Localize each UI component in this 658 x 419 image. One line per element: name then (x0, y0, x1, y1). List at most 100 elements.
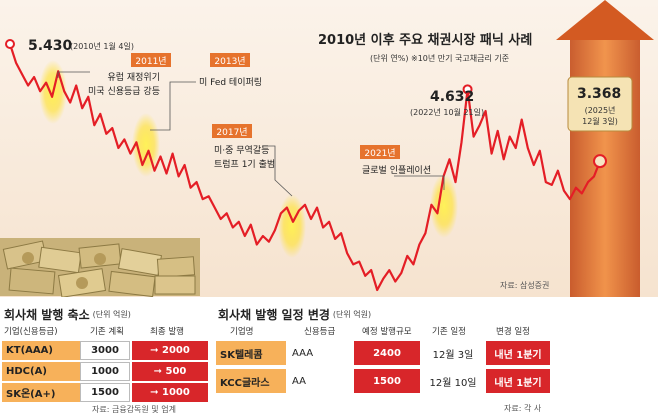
data-point (87, 96, 89, 98)
data-point (15, 62, 17, 64)
event-2011-year: 2011년 (135, 56, 166, 67)
data-point (196, 181, 198, 183)
data-point (147, 150, 150, 152)
event-2013-line1: 미 Fed 테이퍼링 (199, 76, 262, 88)
left-row-2-company: HDC(A) (2, 362, 82, 381)
data-point (117, 147, 119, 149)
data-point (202, 198, 204, 200)
chart-source: 자료: 삼성증권 (500, 280, 549, 290)
data-point (39, 90, 41, 92)
end-date-1: (2025년 (585, 105, 616, 115)
data-point (232, 226, 234, 229)
tables-section: 회사채 발행 축소 (단위 억원) 기업(신용등급) 기존 계획 최종 발행 K… (0, 297, 658, 419)
data-point (533, 164, 535, 166)
data-point (159, 155, 162, 158)
data-point (515, 147, 517, 149)
data-point (593, 175, 595, 177)
money-pile-image (0, 238, 200, 298)
data-point (587, 181, 589, 183)
data-point (45, 82, 47, 84)
left-row-3-final-wrap: ➞ 1000 (132, 383, 208, 402)
up-arrow-icon (556, 0, 654, 297)
data-points (9, 43, 601, 291)
right-table-unit: (단위 억원) (332, 310, 372, 319)
right-row-2-new: 내년 1분기 (486, 369, 550, 393)
data-point (298, 209, 300, 212)
chart-svg: 2010년 이후 주요 채권시장 패닉 사례 (단위 연%) ※10년 만기 국… (0, 0, 654, 298)
data-point (165, 172, 168, 175)
left-table-title-wrap: 회사채 발행 축소 (단위 억원) (4, 306, 131, 323)
event-2021-year: 2021년 (364, 148, 395, 159)
end-date-2: 12월 3일) (582, 116, 618, 126)
data-point (123, 138, 125, 141)
left-row-2-final-wrap: ➞ 500 (132, 362, 208, 381)
data-point (63, 90, 65, 92)
data-point (364, 275, 366, 277)
data-point (569, 198, 571, 200)
data-point (509, 136, 511, 138)
event-2017: 2017년 미·중 무역갈등 트럼프 1기 출범 (212, 124, 293, 197)
right-row-1-company: SK텔레콤 (216, 341, 288, 365)
data-point (370, 269, 372, 271)
data-point (177, 175, 180, 177)
arrow-icon: ➞ (153, 366, 166, 377)
data-point (75, 84, 77, 87)
left-table: 회사채 발행 축소 (단위 억원) 기업(신용등급) 기존 계획 최종 발행 K… (0, 297, 212, 419)
left-row-1-final: 2000 (162, 345, 190, 356)
data-point (51, 96, 53, 98)
data-point (316, 207, 318, 209)
left-row-2-plan: 1000 (80, 362, 130, 381)
data-point (238, 221, 240, 223)
data-point (412, 263, 414, 266)
highlight-2017 (278, 194, 306, 258)
start-value: 5.430 (28, 38, 73, 54)
data-point (135, 141, 138, 143)
marker-start (5, 39, 15, 49)
data-point (129, 153, 132, 155)
left-header-final: 최종 발행 (150, 327, 184, 337)
data-point (274, 229, 276, 231)
data-point (527, 147, 529, 149)
right-header-rating: 신용등급 (304, 327, 336, 337)
right-row-2-company: KCC글라스 (216, 369, 288, 393)
data-point (394, 280, 396, 283)
event-2021-line1: 글로벌 인플레이션 (362, 165, 431, 176)
data-point (346, 252, 348, 254)
left-row-1-plan: 3000 (80, 341, 130, 360)
event-2013-year: 2013년 (214, 56, 245, 67)
data-point (406, 255, 408, 257)
data-point (545, 181, 547, 183)
data-point (400, 272, 402, 274)
right-table: 회사채 발행 일정 변경 (단위 억원) 기업명 신용등급 예정 발행규모 기존… (214, 297, 658, 419)
right-table-source: 자료: 각 사 (504, 404, 542, 413)
right-header-old: 기존 일정 (432, 327, 466, 337)
data-point (268, 241, 270, 243)
data-point (171, 153, 174, 155)
data-point (521, 118, 523, 121)
event-2013: 2013년 미 Fed 테이퍼링 (150, 53, 262, 131)
data-point (304, 204, 306, 206)
start-date: (2010년 1월 4일) (70, 41, 134, 51)
arrow-icon: ➞ (150, 387, 163, 398)
data-point (33, 76, 35, 78)
event-2017-year: 2017년 (216, 127, 247, 138)
data-point (328, 221, 330, 223)
data-point (141, 164, 144, 166)
data-point (358, 260, 360, 263)
left-table-source: 자료: 금융감독원 및 업계 (92, 405, 176, 414)
data-point (460, 141, 463, 143)
data-point (153, 170, 156, 172)
data-point (21, 73, 23, 75)
event-2021: 2021년 글로벌 인플레이션 (360, 145, 445, 190)
left-header-company: 기업(신용등급) (4, 327, 58, 337)
data-point (334, 238, 336, 240)
data-point (448, 158, 451, 160)
right-row-1-new: 내년 1분기 (486, 341, 550, 365)
highlight-2013 (132, 113, 160, 177)
right-row-1-size: 2400 (354, 341, 420, 365)
event-2011-line1: 유럽 재정위기 (107, 72, 160, 83)
end-value: 3.368 (577, 86, 621, 102)
data-point (69, 101, 71, 104)
chart-area: 2010년 이후 주요 채권시장 패닉 사례 (단위 연%) ※10년 만기 국… (0, 0, 658, 298)
data-point (250, 224, 252, 226)
